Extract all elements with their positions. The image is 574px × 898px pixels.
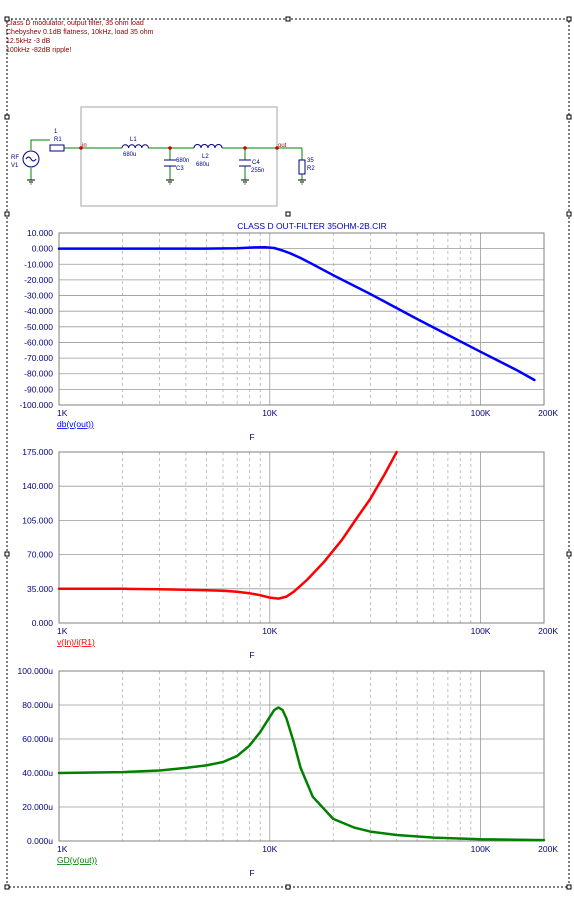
x-tick-label: 1K: [57, 408, 68, 418]
x-axis-label: F: [249, 650, 254, 660]
x-tick-label: 1K: [57, 626, 68, 636]
y-tick-label: -70.000: [24, 353, 53, 363]
net-label-out: out: [278, 143, 287, 149]
schematic-notes: Class D modulator, output filter, 35 ohm…: [6, 19, 153, 55]
l1-value: 680u: [123, 152, 136, 158]
inductor-l1-symbol: [121, 144, 149, 149]
x-axis-label: F: [249, 432, 254, 442]
resistor-r1-symbol: [49, 144, 65, 152]
note-line: Class D modulator, output filter, 35 ohm…: [6, 20, 144, 27]
series-line: [57, 245, 536, 382]
y-tick-label: -20.000: [24, 275, 53, 285]
plot-frame: [58, 451, 545, 624]
chart-1: 10.000 0.000 -10.000 -20.000 -30.000 -40.000 -…: [19, 221, 558, 442]
y-tick-label: -50.000: [24, 322, 53, 332]
c4-value: 255n: [251, 168, 264, 174]
capacitor-c4-symbol: [239, 159, 251, 167]
node-dot: [79, 146, 83, 150]
x-tick-label: 1K: [57, 844, 68, 854]
y-tick-label: 140.000: [22, 481, 53, 491]
y-tick-label: 20.000u: [22, 802, 53, 812]
x-tick-label: 100K: [471, 626, 491, 636]
y-tick-label: -30.000: [24, 291, 53, 301]
note-line: 12.5kHz -3 dB: [6, 38, 51, 45]
series-label: GD(v(out)): [57, 855, 97, 865]
y-tick-label: 40.000u: [22, 768, 53, 778]
voltage-source-symbol: [22, 150, 40, 168]
inductor-l2-symbol: [193, 144, 223, 149]
node-dot: [275, 146, 279, 150]
x-tick-label: 10K: [262, 626, 277, 636]
x-tick-label: 10K: [262, 844, 277, 854]
series-line: [57, 706, 546, 842]
y-tick-label: -10.000: [24, 259, 53, 269]
source-name: V1: [11, 163, 19, 169]
series-label: db(v(out)): [57, 419, 94, 429]
r2-name: R2: [307, 166, 315, 172]
schematic: RF V1 1 R1 L1 680u 680n C3 L2 680u C4 25…: [11, 106, 315, 207]
y-tick-label: 35.000: [27, 584, 53, 594]
y-tick-label: 10.000: [27, 228, 53, 238]
y-tick-label: -90.000: [24, 384, 53, 394]
filter-block-outline: [80, 106, 278, 207]
y-tick-label: 105.000: [22, 515, 53, 525]
l2-value: 680u: [196, 162, 209, 168]
x-tick-label: 10K: [262, 408, 277, 418]
l2-name: L2: [202, 154, 209, 160]
r2-value: 35: [307, 158, 314, 164]
y-tick-label: 0.000: [32, 618, 54, 628]
x-tick-label: 200K: [538, 626, 558, 636]
chart-title: CLASS D OUT-FILTER 35OHM-2B.CIR: [237, 221, 387, 231]
r1-value: 1: [54, 129, 58, 135]
y-tick-label: 0.000u: [27, 836, 53, 846]
chart-2: 175.000 140.000 105.000 70.000 35.000 0.0001K…: [22, 447, 558, 660]
y-tick-label: -100.000: [19, 400, 53, 410]
resistor-r2-symbol: [298, 159, 306, 175]
node-dot: [168, 146, 172, 150]
y-tick-label: 175.000: [22, 447, 53, 457]
c3-value: 680n: [176, 158, 189, 164]
note-line: 100kHz -82dB ripple!: [6, 47, 72, 54]
charts-group: 10.000 0.000 -10.000 -20.000 -30.000 -40.000 -…: [18, 221, 559, 878]
series-label: v(In)/i(R1): [57, 637, 95, 647]
y-tick-label: -60.000: [24, 337, 53, 347]
y-tick-label: -80.000: [24, 369, 53, 379]
x-tick-label: 100K: [471, 408, 491, 418]
y-tick-label: 60.000u: [22, 734, 53, 744]
y-tick-label: 0.000: [32, 244, 54, 254]
c3-name: C3: [176, 166, 184, 172]
plot-frame: [58, 232, 545, 406]
selection-frame[interactable]: [4, 16, 572, 890]
plot-frame: [58, 670, 545, 842]
chart-3: 100.000u 80.000u 60.000u 40.000u 20.000u 0.00…: [18, 666, 559, 878]
y-tick-label: 100.000u: [18, 666, 54, 676]
series-line: [57, 450, 398, 600]
x-tick-label: 200K: [538, 844, 558, 854]
c4-name: C4: [252, 160, 260, 166]
node-dot: [243, 146, 247, 150]
x-axis-label: F: [249, 868, 254, 878]
y-tick-label: 80.000u: [22, 700, 53, 710]
x-tick-label: 200K: [538, 408, 558, 418]
capacitor-c3-symbol: [164, 159, 176, 167]
x-tick-label: 100K: [471, 844, 491, 854]
source-label: RF: [11, 155, 19, 161]
l1-name: L1: [130, 137, 137, 143]
r1-name: R1: [54, 137, 62, 143]
y-tick-label: 70.000: [27, 550, 53, 560]
net-label-in: in: [82, 143, 87, 149]
y-tick-label: -40.000: [24, 306, 53, 316]
note-line: Chebyshev 0.1dB flatness, 10kHz, load 35…: [6, 29, 154, 36]
